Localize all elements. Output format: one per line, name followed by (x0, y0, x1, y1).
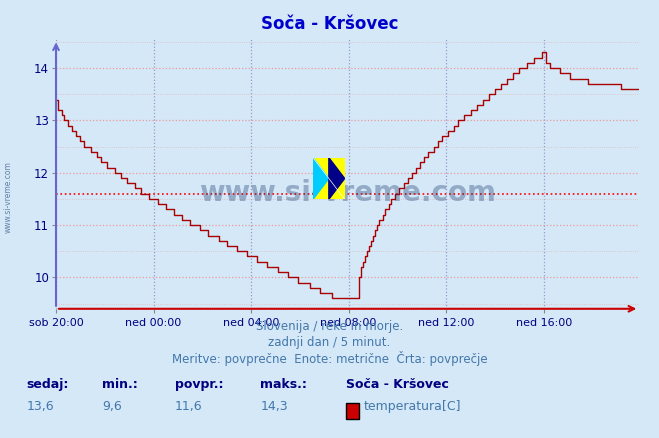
Text: maks.:: maks.: (260, 378, 307, 391)
Polygon shape (329, 158, 345, 199)
Text: Meritve: povprečne  Enote: metrične  Črta: povprečje: Meritve: povprečne Enote: metrične Črta:… (172, 351, 487, 366)
Text: 9,6: 9,6 (102, 399, 122, 413)
Text: temperatura[C]: temperatura[C] (364, 399, 461, 413)
Text: povpr.:: povpr.: (175, 378, 223, 391)
Text: sedaj:: sedaj: (26, 378, 69, 391)
Text: www.si-vreme.com: www.si-vreme.com (199, 179, 496, 207)
Text: 13,6: 13,6 (26, 399, 54, 413)
Polygon shape (313, 158, 329, 199)
Text: zadnji dan / 5 minut.: zadnji dan / 5 minut. (268, 336, 391, 349)
Text: min.:: min.: (102, 378, 138, 391)
Text: Soča - Kršovec: Soča - Kršovec (346, 378, 449, 391)
Text: 11,6: 11,6 (175, 399, 202, 413)
Text: Slovenija / reke in morje.: Slovenija / reke in morje. (256, 320, 403, 333)
Text: 14,3: 14,3 (260, 399, 288, 413)
Text: Soča - Kršovec: Soča - Kršovec (261, 15, 398, 33)
Text: www.si-vreme.com: www.si-vreme.com (4, 161, 13, 233)
